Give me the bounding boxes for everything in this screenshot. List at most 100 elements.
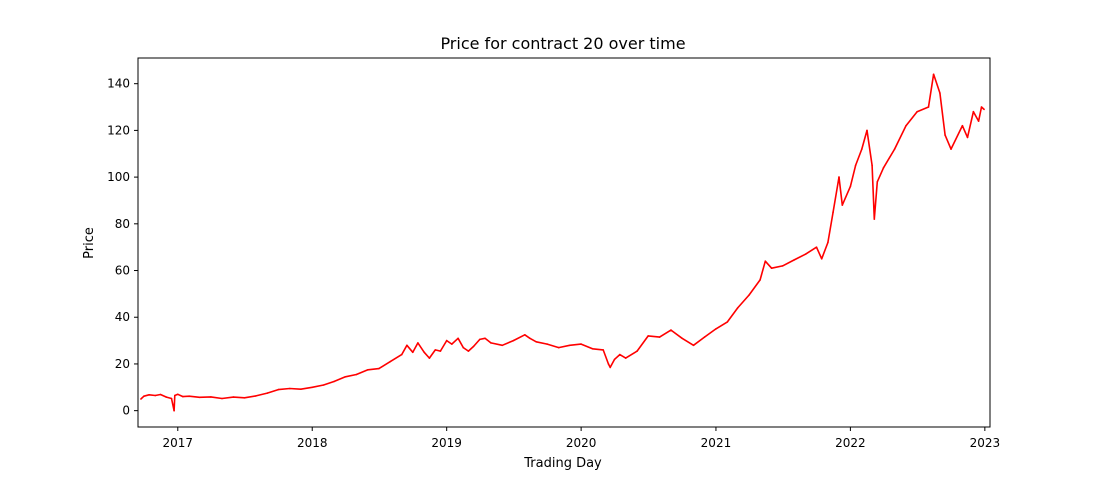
data-point xyxy=(472,345,475,348)
data-point xyxy=(977,120,980,122)
data-point xyxy=(266,392,269,394)
y-tick-label: 80 xyxy=(115,217,130,231)
data-point xyxy=(457,337,459,340)
x-axis-label: Trading Day xyxy=(523,456,602,471)
data-point xyxy=(961,124,964,127)
price-series-line xyxy=(140,73,985,412)
data-point xyxy=(748,294,750,296)
data-point xyxy=(300,388,302,391)
x-tick-label: 2017 xyxy=(163,436,194,450)
y-tick-label: 120 xyxy=(107,123,130,137)
data-point xyxy=(322,384,325,386)
data-point xyxy=(557,346,560,349)
data-point xyxy=(770,267,773,270)
data-point xyxy=(462,346,465,349)
data-point xyxy=(423,351,426,354)
data-point xyxy=(490,342,492,344)
data-point xyxy=(143,395,145,398)
data-point xyxy=(619,353,621,356)
chart-title: Price for contract 20 over time xyxy=(440,34,685,53)
data-point xyxy=(866,129,868,132)
data-point xyxy=(692,344,695,347)
data-point xyxy=(609,366,611,369)
data-point xyxy=(221,397,223,400)
data-point xyxy=(367,369,369,371)
y-tick-label: 60 xyxy=(115,264,130,278)
x-tick-label: 2022 xyxy=(835,436,866,450)
data-point xyxy=(838,176,840,178)
data-point xyxy=(355,373,358,376)
data-point xyxy=(210,396,212,398)
data-point xyxy=(983,108,985,111)
data-point xyxy=(607,363,610,365)
data-point xyxy=(289,387,291,390)
data-point xyxy=(876,181,879,183)
series-layer xyxy=(140,73,985,412)
data-point xyxy=(484,337,486,340)
data-point xyxy=(939,92,941,94)
y-tick-label: 20 xyxy=(115,357,130,371)
x-tick-label: 2021 xyxy=(701,436,732,450)
data-point xyxy=(927,106,930,108)
data-point xyxy=(871,164,873,167)
data-point xyxy=(412,351,414,354)
data-point xyxy=(159,393,162,396)
data-point xyxy=(173,409,175,412)
data-point xyxy=(681,337,683,340)
data-point xyxy=(148,394,150,396)
data-point xyxy=(154,394,157,397)
data-point xyxy=(905,124,907,127)
data-point xyxy=(658,336,661,338)
data-point xyxy=(406,344,408,347)
data-point xyxy=(972,110,975,113)
data-point xyxy=(591,348,594,350)
data-point xyxy=(389,360,392,363)
data-point xyxy=(580,343,582,345)
data-point xyxy=(182,395,184,398)
data-point xyxy=(400,353,403,356)
data-point xyxy=(950,148,952,150)
data-point xyxy=(944,134,946,136)
data-point xyxy=(524,334,526,336)
data-point xyxy=(445,339,448,342)
data-point xyxy=(232,396,235,398)
data-point xyxy=(311,386,314,389)
x-tick-label: 2018 xyxy=(297,436,328,450)
data-point xyxy=(428,357,431,359)
y-tick-label: 40 xyxy=(115,310,130,324)
data-point xyxy=(255,395,257,397)
data-point xyxy=(170,397,173,400)
data-point xyxy=(781,265,784,267)
data-point xyxy=(736,307,739,309)
data-point xyxy=(636,350,638,352)
data-point xyxy=(333,380,335,383)
data-point xyxy=(434,349,437,351)
y-tick-label: 140 xyxy=(107,77,130,91)
y-tick-label: 0 xyxy=(122,404,130,418)
data-point xyxy=(827,241,829,244)
data-point xyxy=(849,185,852,188)
data-point xyxy=(916,110,918,113)
data-point xyxy=(854,164,857,167)
data-point xyxy=(568,344,571,347)
data-point xyxy=(277,388,280,391)
data-point xyxy=(820,258,823,260)
data-point xyxy=(174,394,176,397)
x-tick-label: 2020 xyxy=(566,436,597,450)
data-point xyxy=(177,393,179,396)
data-point xyxy=(893,148,896,150)
data-point xyxy=(198,396,201,399)
data-point xyxy=(764,260,767,263)
data-point xyxy=(439,350,442,352)
data-point xyxy=(647,335,649,337)
data-point xyxy=(966,136,969,139)
plot-frame xyxy=(137,57,991,428)
data-point xyxy=(861,148,863,150)
data-point xyxy=(804,253,807,255)
data-point xyxy=(882,167,885,169)
x-tick-label: 2023 xyxy=(970,436,1001,450)
data-point xyxy=(624,357,627,359)
data-point xyxy=(815,246,818,248)
data-point xyxy=(932,73,935,76)
